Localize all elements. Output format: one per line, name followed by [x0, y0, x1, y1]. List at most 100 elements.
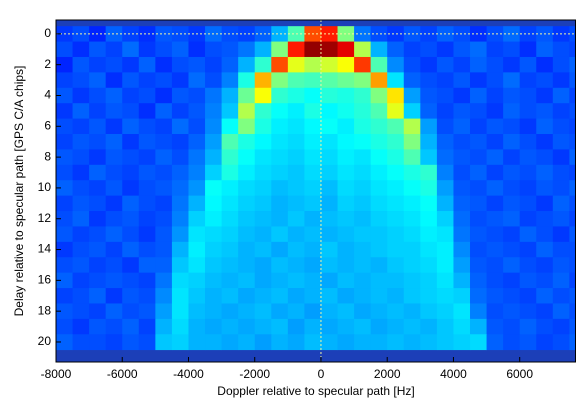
heatmap-cell: [89, 272, 107, 289]
heatmap-cell: [503, 257, 521, 274]
heatmap-cell: [271, 26, 289, 42]
heatmap-cell: [155, 149, 173, 166]
heatmap-cell: [470, 41, 487, 58]
heatmap-cell: [519, 103, 537, 119]
heatmap-cell: [519, 257, 537, 274]
heatmap-cell: [486, 180, 504, 197]
heatmap-cell: [387, 226, 405, 243]
heatmap-cell: [271, 180, 289, 197]
heatmap-cell: [320, 241, 338, 258]
heatmap-cell: [420, 195, 438, 212]
heatmap-cell: [304, 134, 322, 150]
heatmap-cell: [72, 87, 90, 104]
heatmap-cell: [271, 241, 289, 258]
heatmap-cell: [453, 334, 471, 351]
heatmap-cell: [420, 180, 438, 197]
heatmap-cell: [569, 118, 576, 135]
heatmap-cell: [155, 211, 173, 227]
heatmap-cell: [105, 134, 123, 150]
heatmap-cell: [420, 226, 438, 243]
heatmap-cell: [271, 149, 289, 166]
heatmap-cell: [486, 318, 504, 335]
heatmap-cell: [453, 257, 471, 274]
heatmap-cell: [569, 195, 576, 212]
heatmap-cell: [536, 226, 554, 243]
heatmap-cell: [436, 257, 454, 274]
heatmap-cell: [503, 26, 521, 42]
heatmap-cell: [56, 180, 73, 197]
y-tick-label: 6: [44, 118, 51, 132]
heatmap-cell: [403, 226, 421, 243]
heatmap-cell: [337, 303, 355, 320]
heatmap-cell: [171, 288, 189, 304]
heatmap-cell: [536, 211, 554, 227]
heatmap-cell: [205, 226, 223, 243]
heatmap-cell: [205, 257, 223, 274]
heatmap-cell: [56, 195, 73, 212]
heatmap-cell: [337, 26, 355, 42]
heatmap-cell: [304, 103, 322, 119]
heatmap-cell: [470, 134, 487, 150]
heatmap-cell: [519, 164, 537, 181]
heatmap-cell: [354, 41, 372, 58]
heatmap-cell: [155, 103, 173, 119]
heatmap-cell: [503, 41, 521, 58]
heatmap-cell: [221, 41, 239, 58]
heatmap-cell: [354, 87, 372, 104]
heatmap-cell: [354, 288, 372, 304]
x-tick-label: 2000: [374, 367, 401, 381]
heatmap-cell: [105, 211, 123, 227]
heatmap-cell: [171, 118, 189, 135]
heatmap-cell: [552, 41, 570, 58]
heatmap-cell: [503, 72, 521, 89]
heatmap-cell: [72, 134, 90, 150]
heatmap-cell: [56, 41, 73, 58]
heatmap-cell: [470, 318, 487, 335]
heatmap-cell: [171, 211, 189, 227]
heatmap-cell: [188, 272, 206, 289]
heatmap-cell: [138, 226, 156, 243]
heatmap-cell: [238, 211, 256, 227]
heatmap-cell: [370, 272, 388, 289]
heatmap-cell: [503, 226, 521, 243]
heatmap-cell: [304, 288, 322, 304]
heatmap-cell: [122, 134, 140, 150]
heatmap-cell: [519, 118, 537, 135]
heatmap-cell: [254, 257, 272, 274]
heatmap-cell: [370, 87, 388, 104]
heatmap-cell: [155, 26, 173, 42]
heatmap-cell: [354, 134, 372, 150]
heatmap-cell: [354, 211, 372, 227]
heatmap-cell: [155, 56, 173, 73]
heatmap-cell: [320, 288, 338, 304]
heatmap-cell: [403, 288, 421, 304]
heatmap-cell: [122, 288, 140, 304]
heatmap-cell: [436, 318, 454, 335]
heatmap-cell: [138, 241, 156, 258]
heatmap-cell: [370, 303, 388, 320]
heatmap-cell: [287, 241, 305, 258]
heatmap-cell: [171, 164, 189, 181]
heatmap-cell: [436, 195, 454, 212]
heatmap-cell: [205, 180, 223, 197]
heatmap-cell: [105, 41, 123, 58]
heatmap-cell: [536, 149, 554, 166]
heatmap-cell: [503, 195, 521, 212]
heatmap-cell: [436, 334, 454, 351]
heatmap-cell: [320, 164, 338, 181]
heatmap-cell: [188, 288, 206, 304]
heatmap-cell: [271, 272, 289, 289]
heatmap-cell: [519, 211, 537, 227]
heatmap-cell: [304, 41, 322, 58]
heatmap-cell: [569, 149, 576, 166]
heatmap-cell: [569, 72, 576, 89]
heatmap-cell: [486, 26, 504, 42]
heatmap-cell: [221, 87, 239, 104]
y-tick-label: 20: [38, 334, 52, 348]
heatmap-cell: [569, 211, 576, 227]
heatmap-cell: [370, 41, 388, 58]
heatmap-cell: [536, 41, 554, 58]
heatmap-cell: [72, 149, 90, 166]
heatmap-cell: [320, 195, 338, 212]
heatmap-cell: [486, 257, 504, 274]
